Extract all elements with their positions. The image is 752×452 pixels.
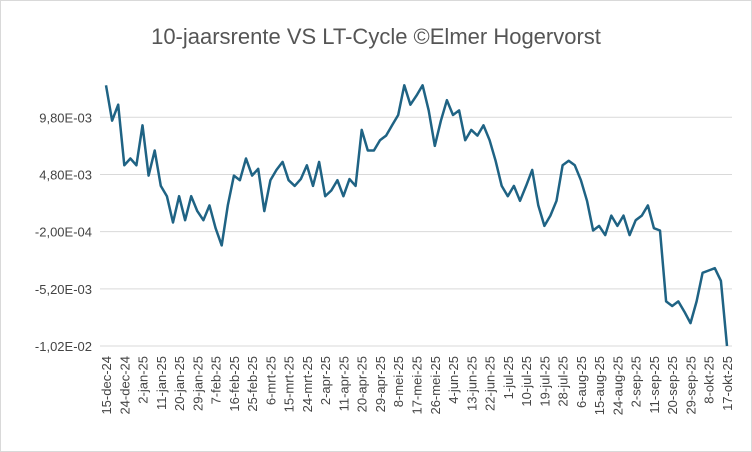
chart-title: 10-jaarsrente VS LT-Cycle ©Elmer Hogervo…	[151, 24, 601, 49]
x-tick-label: 29-apr-25	[373, 356, 388, 412]
x-tick-label: 13-jun-25	[464, 356, 479, 411]
x-tick-label: 8-mei-25	[391, 356, 406, 407]
x-tick-label: 17-okt-25	[720, 356, 735, 411]
x-tick-label: 16-feb-25	[227, 356, 242, 412]
x-tick-label: 1-jul-25	[501, 356, 516, 399]
x-tick-label: 20-jan-25	[172, 356, 187, 411]
x-tick-label: 6-mrt-25	[263, 356, 278, 405]
y-tick-label: 4,80E-03	[39, 167, 92, 182]
x-tick-label: 7-feb-25	[209, 356, 224, 404]
y-tick-label: -1,02E-02	[35, 339, 92, 354]
x-tick-label: 8-okt-25	[702, 356, 717, 404]
x-tick-label: 19-jul-25	[537, 356, 552, 407]
x-tick-label: 17-mei-25	[410, 356, 425, 415]
x-tick-label: 15-dec-24	[99, 356, 114, 415]
x-tick-label: 26-mei-25	[428, 356, 443, 415]
x-tick-label: 22-jun-25	[483, 356, 498, 411]
x-tick-label: 29-sep-25	[683, 356, 698, 415]
x-tick-label: 24-dec-24	[117, 356, 132, 415]
x-tick-label: 20-apr-25	[355, 356, 370, 412]
x-tick-label: 2-jan-25	[136, 356, 151, 404]
y-tick-label: -2,00E-04	[35, 225, 92, 240]
x-tick-label: 28-jul-25	[556, 356, 571, 407]
y-tick-label: -5,20E-03	[35, 282, 92, 297]
x-tick-label: 2-sep-25	[629, 356, 644, 407]
x-tick-label: 11-sep-25	[647, 356, 662, 414]
x-tick-label: 29-jan-25	[190, 356, 205, 411]
x-tick-label: 10-jul-25	[519, 356, 534, 407]
x-tick-label: 11-jan-25	[154, 356, 169, 410]
x-tick-label: 4-jun-25	[446, 356, 461, 404]
x-tick-label: 25-feb-25	[245, 356, 260, 412]
y-tick-label: 9,80E-03	[39, 110, 92, 125]
data-line	[104, 84, 729, 347]
x-tick-label: 11-apr-25	[336, 356, 351, 411]
x-tick-label: 2-apr-25	[318, 356, 333, 405]
x-tick-label: 24-aug-25	[610, 356, 625, 415]
x-tick-label: 15-mrt-25	[282, 356, 297, 412]
x-tick-label: 15-aug-25	[592, 356, 607, 415]
x-tick-label: 20-sep-25	[665, 356, 680, 415]
x-tick-label: 6-aug-25	[574, 356, 589, 408]
x-tick-label: 24-mrt-25	[300, 356, 315, 412]
